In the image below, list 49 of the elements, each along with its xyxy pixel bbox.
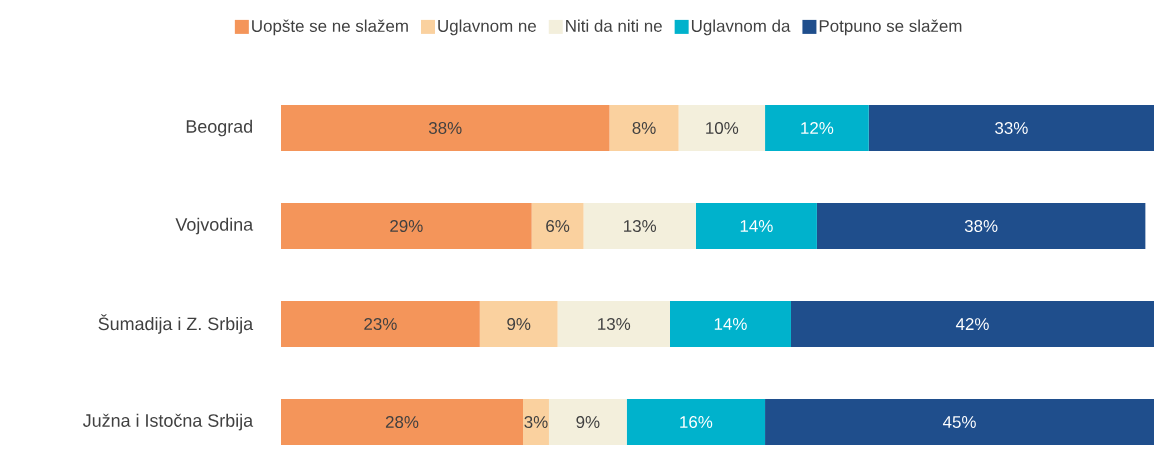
data-label: 12%: [801, 122, 834, 134]
bar: [281, 399, 524, 446]
data-label: 14%: [740, 220, 773, 232]
bar: [531, 203, 584, 250]
y-tick-label: Šumadija i Z. Srbija: [98, 314, 254, 334]
data-label: 3%: [524, 416, 548, 429]
data-label: 45%: [942, 416, 976, 428]
bar: [609, 105, 679, 151]
legend-label: Uopšte se ne slažem: [252, 19, 408, 36]
data-label: 8%: [632, 122, 656, 134]
data-label: 13%: [624, 220, 657, 233]
data-label: 42%: [955, 318, 989, 330]
data-label: 38%: [964, 220, 998, 233]
bar: [626, 399, 766, 446]
bar: [695, 203, 817, 250]
data-label: 33%: [995, 122, 1028, 134]
bar: [548, 399, 627, 446]
data-label: 10%: [706, 122, 739, 134]
bar: [281, 203, 532, 250]
bar: [557, 301, 670, 348]
bar: [765, 399, 1154, 446]
legend-label: Uglavnom ne: [438, 19, 536, 36]
bar: [281, 105, 610, 151]
bar: [479, 301, 558, 348]
data-label: 28%: [385, 416, 419, 429]
y-tick-label: Vojvodina: [175, 217, 254, 235]
bar: [678, 105, 766, 151]
legend-label: Potpuno se slažem: [819, 19, 962, 36]
data-label: 6%: [546, 220, 570, 233]
y-tick-label: Beograd: [186, 119, 252, 137]
data-label: 14%: [714, 318, 747, 330]
data-label: 23%: [364, 318, 397, 331]
bar: [281, 301, 480, 348]
bar: [790, 301, 1154, 348]
bar: [868, 105, 1154, 151]
data-label: 38%: [428, 122, 462, 134]
bar: [765, 105, 869, 151]
legend-label: Niti da niti ne: [566, 19, 662, 32]
bar: [669, 301, 791, 348]
data-label: 9%: [507, 318, 531, 331]
y-tick-label: Južna i Istočna Srbija: [82, 413, 254, 431]
bar: [816, 203, 1146, 250]
data-label: 9%: [576, 416, 600, 429]
legend-label: Uglavnom da: [691, 19, 791, 36]
data-label: 13%: [598, 318, 631, 331]
data-label: 16%: [680, 416, 713, 429]
data-label: 29%: [390, 220, 423, 233]
bar: [583, 203, 696, 250]
bar: [523, 399, 549, 446]
